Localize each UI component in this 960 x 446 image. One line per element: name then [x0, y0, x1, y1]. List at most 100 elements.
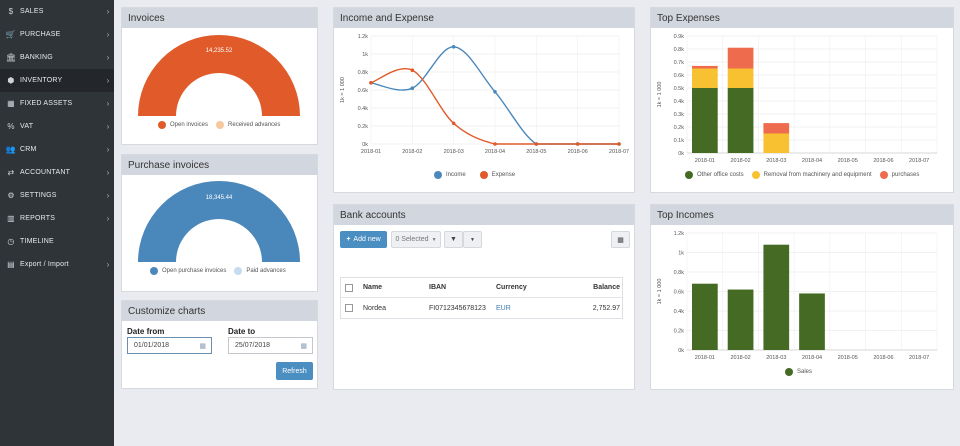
cell-currency[interactable]: EUR	[496, 304, 511, 312]
filter-button[interactable]: ▼	[444, 231, 463, 248]
filter-icon: ▼	[450, 236, 457, 243]
y-tick-label: 0.8k	[674, 270, 685, 276]
legend-item[interactable]: Expense	[479, 171, 516, 179]
invoices-gauge: 14,235.52	[138, 35, 300, 116]
sidebar-item-sales[interactable]: $ SALES ›	[0, 0, 114, 23]
grid-icon: ▦	[617, 236, 624, 244]
sidebar-item-inventory[interactable]: ⬢ INVENTORY ›	[0, 69, 114, 92]
data-point	[369, 81, 373, 85]
x-tick-label: 2018-02	[730, 158, 750, 164]
y-tick-label: 0.4k	[674, 99, 685, 105]
cell-balance: 2,752.97	[592, 304, 620, 312]
sidebar-item-reports[interactable]: ▥ REPORTS ›	[0, 207, 114, 230]
x-tick-label: 2018-04	[485, 149, 505, 155]
x-tick-label: 2018-01	[695, 158, 715, 164]
data-point	[451, 121, 456, 126]
column-header-currency[interactable]: Currency	[496, 284, 527, 291]
top-expenses-legend: Other office costs Removal from machiner…	[685, 171, 927, 179]
cell-name[interactable]: Nordea	[363, 304, 386, 312]
y-axis-label: 1k = 1 000	[340, 77, 346, 103]
x-tick-label: 2018-04	[802, 158, 822, 164]
legend-item[interactable]: Open invoices	[158, 121, 208, 129]
data-point	[617, 142, 621, 146]
plus-icon: +	[346, 236, 351, 243]
calendar-icon[interactable]: ▦	[300, 343, 307, 350]
row-checkbox[interactable]	[345, 304, 353, 312]
legend-item[interactable]: Other office costs	[685, 171, 744, 179]
sidebar-item-banking[interactable]: 🏛 BANKING ›	[0, 46, 114, 69]
table-row[interactable]: Nordea FI0712345678123 EUR 2,752.97	[341, 298, 622, 318]
filter-dropdown-button[interactable]: ▼	[463, 231, 482, 248]
data-point	[493, 142, 497, 146]
bar-segment	[692, 65, 718, 69]
y-tick-label: 0k	[362, 142, 368, 148]
legend-item[interactable]: Open purchase invoices	[150, 267, 226, 275]
legend-item[interactable]: purchases	[879, 171, 919, 179]
bar-chart-icon: ▥	[7, 214, 15, 223]
sidebar-item-export-import[interactable]: ▤ Export / Import ›	[0, 253, 114, 276]
select-all-checkbox[interactable]	[345, 283, 353, 292]
sidebar-item-timeline[interactable]: ◷ TIMELINE	[0, 230, 114, 253]
selected-label: 0 Selected	[395, 236, 429, 243]
legend-item[interactable]: Removal from machinery and equipment	[751, 171, 872, 179]
sidebar-item-accountant[interactable]: ⇄ ACCOUNTANT ›	[0, 161, 114, 184]
bar-segment	[727, 47, 754, 69]
bar-segment	[763, 123, 790, 134]
top-expenses-panel: Top Expenses 0k 0.1k 0.2k 0.3k 0.4k 0.5k 0.6k 0…	[650, 7, 954, 193]
refresh-button[interactable]: Refresh	[276, 362, 313, 380]
legend-swatch	[685, 171, 693, 179]
data-point	[493, 90, 497, 94]
sidebar-item-crm[interactable]: 👥 CRM ›	[0, 138, 114, 161]
date-from-input[interactable]: 01/01/2018 ▦	[127, 337, 212, 354]
open-purchase-invoices-arc[interactable]	[138, 181, 300, 262]
users-icon: 👥	[5, 145, 17, 154]
legend-label: Received advances	[228, 122, 281, 128]
y-tick-label: 0.2k	[674, 329, 685, 335]
data-point	[410, 86, 415, 90]
invoices-value-label: 14,235.52	[206, 48, 233, 54]
legend-item[interactable]: Paid advances	[234, 267, 286, 275]
column-header-iban[interactable]: IBAN	[429, 284, 447, 291]
date-from-value: 01/01/2018	[134, 342, 170, 349]
selected-dropdown[interactable]: 0 Selected ▼	[391, 231, 441, 248]
sidebar-item-purchase[interactable]: 🛒 PURCHASE ›	[0, 23, 114, 46]
customize-charts-panel: Customize charts Date from 01/01/2018 ▦ …	[121, 300, 318, 389]
legend-item[interactable]: Received advances	[216, 121, 280, 129]
sidebar-item-settings[interactable]: ⚙ SETTINGS ›	[0, 184, 114, 207]
x-tick-label: 2018-04	[802, 355, 822, 361]
sidebar-item-label: TIMELINE	[20, 238, 54, 245]
y-tick-label: 0.6k	[674, 73, 685, 79]
dollar-icon: $	[8, 7, 14, 16]
legend-item[interactable]: Sales	[785, 368, 812, 376]
caret-down-icon: ▼	[431, 236, 437, 243]
column-header-name[interactable]: Name	[363, 284, 383, 291]
bar	[763, 244, 790, 350]
y-tick-label: 0.2k	[358, 124, 369, 130]
caret-down-icon: ▼	[470, 236, 475, 243]
y-tick-label: 0.3k	[674, 112, 685, 118]
chevron-right-icon: ›	[106, 99, 110, 108]
chevron-right-icon: ›	[106, 145, 110, 154]
calendar-icon[interactable]: ▦	[199, 343, 206, 350]
shuffle-icon: ⇄	[7, 168, 15, 177]
legend-label: Open purchase invoices	[162, 268, 227, 274]
legend-label: Expense	[491, 172, 516, 178]
cell-iban: FI0712345678123	[429, 304, 486, 312]
percent-icon: %	[7, 122, 15, 131]
legend-item[interactable]: Income	[434, 171, 466, 179]
y-tick-label: 0.7k	[674, 60, 685, 66]
legend-label: Sales	[797, 369, 813, 375]
grid-view-button[interactable]: ▦	[611, 231, 630, 248]
chevron-right-icon: ›	[106, 260, 110, 269]
column-header-balance[interactable]: Balance	[593, 284, 620, 291]
sidebar-item-vat[interactable]: % VAT ›	[0, 115, 114, 138]
x-tick-label: 2018-05	[526, 149, 546, 155]
y-tick-label: 0.4k	[674, 309, 685, 315]
legend-label: Open invoices	[170, 122, 209, 128]
open-invoices-arc[interactable]	[138, 35, 300, 116]
date-to-input[interactable]: 25/07/2018 ▦	[228, 337, 313, 354]
panel-title: Customize charts	[122, 301, 317, 321]
sidebar-item-fixed-assets[interactable]: ▦ FIXED ASSETS ›	[0, 92, 114, 115]
y-tick-label: 0.6k	[358, 88, 369, 94]
add-new-button[interactable]: + Add new	[340, 231, 387, 248]
